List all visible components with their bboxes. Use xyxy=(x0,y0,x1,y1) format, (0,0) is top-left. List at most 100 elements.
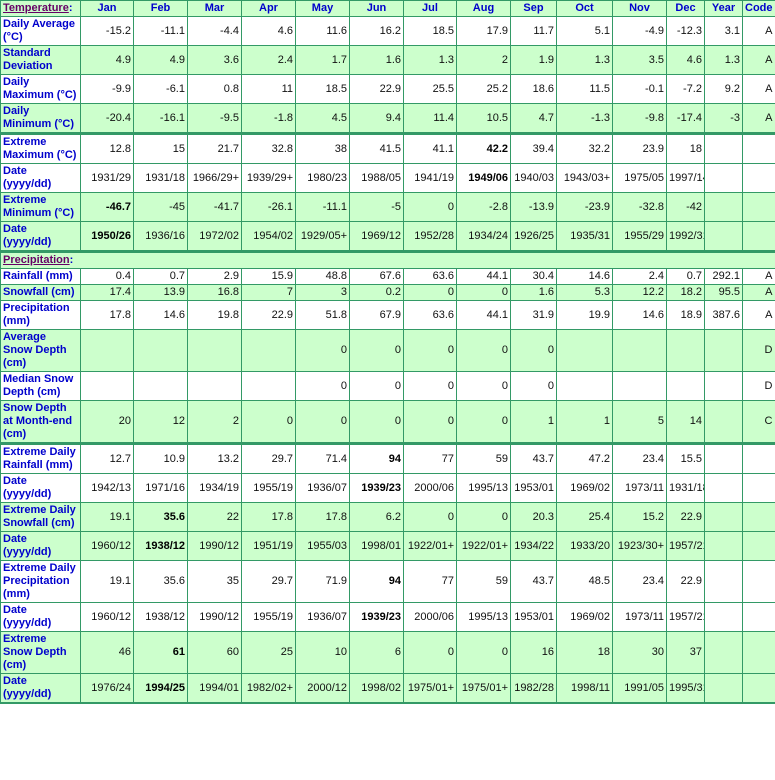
value-cell: 18.2 xyxy=(666,284,705,301)
table-row: Median Snow Depth (cm) 0 0 0 0 0 D xyxy=(0,371,775,401)
value-cell: 11.4 xyxy=(403,103,457,134)
precipitation-section-cell: Precipitation: xyxy=(0,250,775,269)
value-cell: 1922/01+ xyxy=(456,531,511,561)
value-cell: 0.2 xyxy=(349,284,404,301)
value-cell: 1940/03 xyxy=(510,163,557,193)
value-cell: 2.9 xyxy=(187,268,242,285)
value-cell: 0 xyxy=(403,631,457,674)
value-cell: 19.9 xyxy=(556,300,613,330)
value-cell: 32.2 xyxy=(556,132,613,164)
value-cell: 25.5 xyxy=(403,74,457,104)
year-cell: -3 xyxy=(704,103,743,134)
value-cell: 1960/12 xyxy=(80,602,134,632)
value-cell: 19.8 xyxy=(187,300,242,330)
value-cell: 29.7 xyxy=(241,442,296,474)
value-cell: 2.4 xyxy=(241,45,296,75)
precipitation-link[interactable]: Precipitation xyxy=(3,254,70,267)
climate-table: Temperature: Jan Feb Mar Apr May Jun Jul Aug Sep… xyxy=(0,0,775,704)
value-cell: -11.1 xyxy=(133,16,188,46)
value-cell: 1955/19 xyxy=(241,602,296,632)
value-cell: 1995/13 xyxy=(456,602,511,632)
row-label: Rainfall (mm) xyxy=(0,268,81,285)
year-cell xyxy=(704,531,743,561)
value-cell: 0 xyxy=(241,400,296,444)
value-cell xyxy=(187,371,242,401)
code-cell xyxy=(742,163,775,193)
year-cell xyxy=(704,502,743,532)
value-cell: -5 xyxy=(349,192,404,222)
value-cell: 48.8 xyxy=(295,268,350,285)
table-row: Rainfall (mm) 0.4 0.7 2.9 15.9 48.8 67.6 63.6 44… xyxy=(0,268,775,285)
value-cell: 29.7 xyxy=(241,560,296,603)
year-cell: 1.3 xyxy=(704,45,743,75)
value-cell: -2.8 xyxy=(456,192,511,222)
value-cell xyxy=(241,329,296,372)
code-cell: A xyxy=(742,16,775,46)
value-cell: 1.3 xyxy=(403,45,457,75)
table-row: Standard Deviation 4.9 4.9 3.6 2.4 1.7 1.6 1.3 2… xyxy=(0,45,775,75)
row-label: Extreme Snow Depth (cm) xyxy=(0,631,81,674)
table-row: Date (yyyy/dd) 1931/29 1931/18 1966/29+ 1939… xyxy=(0,163,775,193)
value-cell: 22.9 xyxy=(241,300,296,330)
value-cell: 14.6 xyxy=(612,300,667,330)
value-cell: 10.5 xyxy=(456,103,511,134)
value-cell xyxy=(80,329,134,372)
code-cell: A xyxy=(742,268,775,285)
value-cell: 30 xyxy=(612,631,667,674)
value-cell: 1.6 xyxy=(349,45,404,75)
value-cell: 1995/31 xyxy=(666,673,705,704)
value-cell: 1933/20 xyxy=(556,531,613,561)
value-cell: 61 xyxy=(133,631,188,674)
value-cell: 0 xyxy=(403,192,457,222)
value-cell: 22.9 xyxy=(666,502,705,532)
value-cell: 1992/31 xyxy=(666,221,705,252)
value-cell: 3.6 xyxy=(187,45,242,75)
code-cell xyxy=(742,502,775,532)
value-cell xyxy=(666,329,705,372)
value-cell: -9.9 xyxy=(80,74,134,104)
temperature-link[interactable]: Temperature xyxy=(3,2,69,14)
value-cell: 1939/29+ xyxy=(241,163,296,193)
value-cell: 10 xyxy=(295,631,350,674)
value-cell: -1.8 xyxy=(241,103,296,134)
value-cell: 1.9 xyxy=(510,45,557,75)
code-cell: A xyxy=(742,284,775,301)
value-cell: 1975/01+ xyxy=(456,673,511,704)
table-row: Precipitation (mm) 17.8 14.6 19.8 22.9 51.8 67… xyxy=(0,300,775,330)
value-cell: -16.1 xyxy=(133,103,188,134)
table-row: Extreme Daily Precipitation (mm) 19.1 35.6… xyxy=(0,560,775,603)
value-cell: 1941/19 xyxy=(403,163,457,193)
value-cell: 1.7 xyxy=(295,45,350,75)
value-cell xyxy=(80,371,134,401)
value-cell: 22 xyxy=(187,502,242,532)
row-label: Date (yyyy/dd) xyxy=(0,673,81,704)
year-cell xyxy=(704,192,743,222)
value-cell: 1934/22 xyxy=(510,531,557,561)
value-cell: 1969/02 xyxy=(556,473,613,503)
value-cell: -46.7 xyxy=(80,192,134,222)
value-cell: 1982/02+ xyxy=(241,673,296,704)
code-cell xyxy=(742,192,775,222)
value-cell: 1954/02 xyxy=(241,221,296,252)
value-cell: -45 xyxy=(133,192,188,222)
code-cell xyxy=(742,473,775,503)
value-cell: 59 xyxy=(456,442,511,474)
value-cell xyxy=(133,329,188,372)
row-label: Extreme Daily Rainfall (mm) xyxy=(0,442,81,474)
value-cell: -9.5 xyxy=(187,103,242,134)
value-cell: 35.6 xyxy=(133,560,188,603)
code-cell: A xyxy=(742,74,775,104)
value-cell: 46 xyxy=(80,631,134,674)
value-cell: 7 xyxy=(241,284,296,301)
value-cell: 1923/30+ xyxy=(612,531,667,561)
code-cell xyxy=(742,602,775,632)
value-cell: 1952/28 xyxy=(403,221,457,252)
code-cell xyxy=(742,631,775,674)
value-cell: 4.5 xyxy=(295,103,350,134)
code-cell xyxy=(742,560,775,603)
value-cell: 1 xyxy=(510,400,557,444)
value-cell: 1949/06 xyxy=(456,163,511,193)
value-cell: 25.2 xyxy=(456,74,511,104)
year-cell xyxy=(704,371,743,401)
value-cell: 1955/03 xyxy=(295,531,350,561)
